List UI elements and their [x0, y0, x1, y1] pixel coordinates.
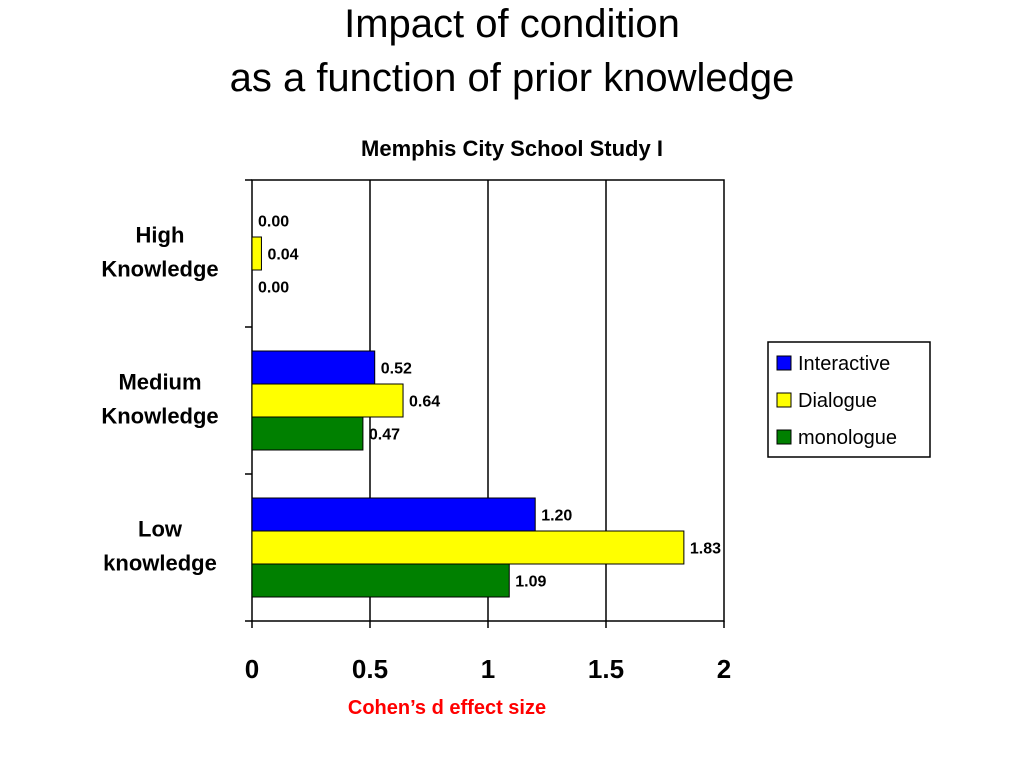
- category-label: Knowledge: [101, 257, 218, 282]
- bar: [251, 350, 376, 385]
- chart-title: Memphis City School Study I: [361, 136, 663, 161]
- legend: Interactive Dialogue monologue: [767, 341, 931, 458]
- x-tick-label: 0.5: [352, 654, 388, 684]
- bar: [251, 236, 262, 271]
- bar: [251, 530, 685, 565]
- data-label: 1.09: [515, 574, 546, 591]
- data-label: 0.47: [369, 427, 400, 444]
- x-axis-label: Cohen’s d effect size: [348, 697, 546, 719]
- x-tick-label: 1.5: [588, 654, 624, 684]
- slide-title-line-2: as a function of prior knowledge: [229, 56, 795, 100]
- x-tick-label: 0: [245, 654, 259, 684]
- data-label: 0.64: [409, 394, 440, 411]
- category-label: Low: [138, 517, 183, 542]
- axes: 0 0.5 1 1.5 2: [245, 179, 731, 684]
- legend-label: Dialogue: [798, 390, 877, 412]
- data-label: 0.00: [258, 214, 289, 231]
- legend-swatch: [776, 429, 792, 445]
- legend-label: Interactive: [798, 353, 890, 375]
- bar: [251, 563, 510, 598]
- slide-title-line-1: Impact of condition: [344, 2, 680, 46]
- data-label: 0.00: [258, 280, 289, 297]
- bars: [251, 236, 685, 598]
- bar: [251, 416, 364, 451]
- x-tick-label: 1: [481, 654, 495, 684]
- legend-label: monologue: [798, 427, 897, 449]
- bar: [251, 383, 404, 418]
- category-label: Medium: [118, 370, 201, 395]
- data-label: 0.04: [267, 247, 298, 264]
- bar: [251, 497, 536, 532]
- data-label: 1.83: [690, 541, 721, 558]
- x-tick-label: 2: [717, 654, 731, 684]
- data-label: 1.20: [541, 508, 572, 525]
- category-label: Knowledge: [101, 404, 218, 429]
- labels: High Knowledge 0.00 0.04 0.00 Medium Knowledge…: [101, 214, 721, 591]
- category-label: High: [136, 223, 185, 248]
- data-label: 0.52: [381, 361, 412, 378]
- legend-swatch: [776, 392, 792, 408]
- legend-swatch: [776, 355, 792, 371]
- legend-box: [767, 341, 931, 458]
- category-label: knowledge: [103, 551, 217, 576]
